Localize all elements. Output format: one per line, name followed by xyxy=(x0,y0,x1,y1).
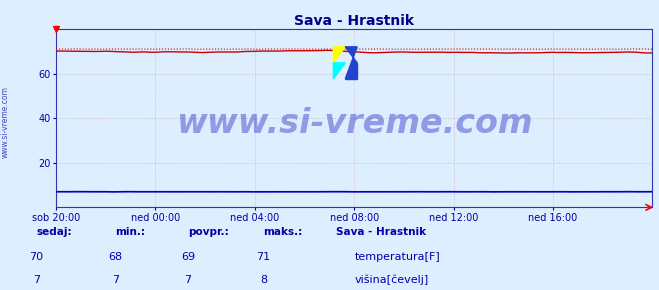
Polygon shape xyxy=(333,47,345,63)
Text: 68: 68 xyxy=(108,251,123,262)
Text: www.si-vreme.com: www.si-vreme.com xyxy=(1,86,10,158)
Text: 7: 7 xyxy=(112,275,119,285)
Text: 70: 70 xyxy=(29,251,43,262)
Text: povpr.:: povpr.: xyxy=(188,227,229,237)
Text: 7: 7 xyxy=(185,275,191,285)
Text: www.si-vreme.com: www.si-vreme.com xyxy=(176,107,532,140)
Text: 7: 7 xyxy=(33,275,40,285)
Title: Sava - Hrastnik: Sava - Hrastnik xyxy=(294,14,415,28)
Text: 71: 71 xyxy=(256,251,271,262)
Text: maks.:: maks.: xyxy=(264,227,303,237)
Text: 8: 8 xyxy=(260,275,267,285)
Text: 69: 69 xyxy=(181,251,195,262)
Polygon shape xyxy=(345,63,357,79)
Text: temperatura[F]: temperatura[F] xyxy=(355,251,440,262)
Text: sedaj:: sedaj: xyxy=(36,227,72,237)
Polygon shape xyxy=(345,47,357,79)
Polygon shape xyxy=(333,63,345,79)
Text: Sava - Hrastnik: Sava - Hrastnik xyxy=(336,227,426,237)
Text: min.:: min.: xyxy=(115,227,146,237)
Text: višina[čevelj]: višina[čevelj] xyxy=(355,274,429,285)
